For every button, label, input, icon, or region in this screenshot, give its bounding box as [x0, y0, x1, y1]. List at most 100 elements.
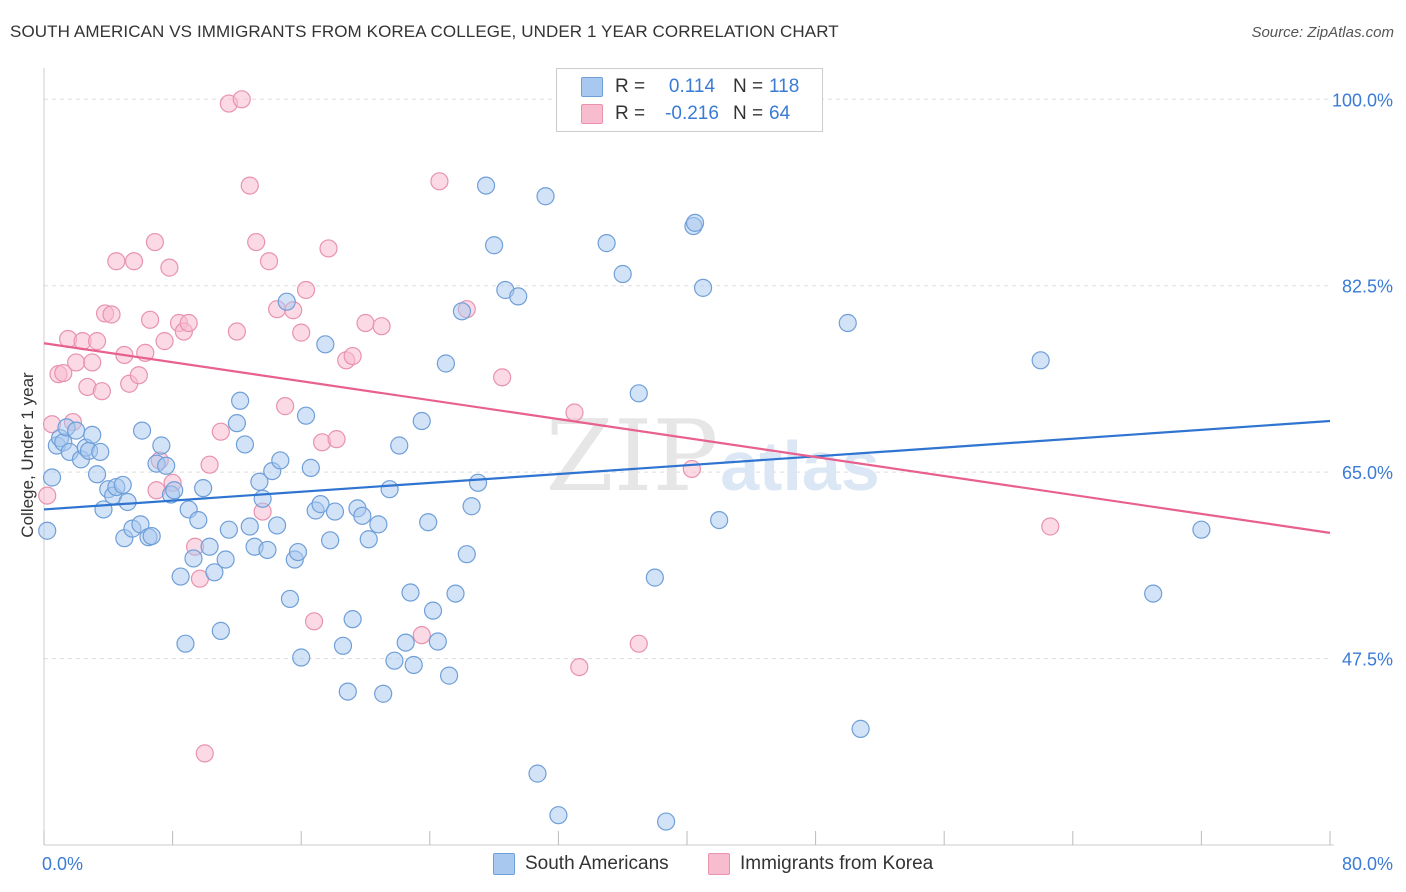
korea-point: [247, 232, 266, 252]
south-american-point: [457, 545, 476, 564]
south-american-point: [194, 479, 213, 498]
south-american-point: [343, 610, 362, 629]
south-american-point: [390, 436, 409, 455]
south-american-point: [38, 521, 57, 540]
korea-point: [129, 366, 148, 385]
x-tick-label: 80.0%: [1342, 854, 1393, 874]
korea-point: [327, 430, 346, 449]
south-american-point: [452, 302, 472, 321]
korea-point: [160, 258, 179, 277]
korea-point: [155, 332, 174, 351]
south-american-point: [412, 411, 431, 431]
south-american-point: [171, 567, 190, 586]
legend-swatch-blue: [581, 77, 603, 97]
korea-point: [276, 397, 295, 416]
korea-point: [179, 313, 198, 333]
south-american-point: [385, 651, 404, 670]
south-american-point: [359, 530, 378, 549]
south-american-point: [271, 451, 290, 470]
south-american-point: [645, 568, 664, 587]
legend-r-value: 0.114: [668, 76, 716, 97]
south-american-point: [219, 520, 238, 539]
south-american-point: [333, 636, 353, 655]
south-american-point: [353, 506, 372, 525]
y-tick-label: 100.0%: [1332, 90, 1393, 110]
korea-point: [92, 382, 111, 401]
korea-point: [570, 657, 589, 677]
korea-point: [343, 346, 362, 366]
watermark-atlas: atlas: [720, 427, 880, 505]
south-american-point: [216, 550, 235, 569]
south-american-point: [258, 540, 277, 560]
south-american-point: [693, 278, 713, 297]
south-american-point: [227, 414, 246, 433]
bottom-legend-south-american: South Americans: [493, 851, 669, 877]
legend-r-label: R =: [615, 103, 646, 124]
south-american-point: [142, 526, 161, 546]
korea-point: [292, 323, 311, 342]
south-american-point: [396, 633, 415, 652]
south-american-point: [131, 515, 150, 534]
south-american-point: [267, 516, 287, 535]
south-american-point: [205, 563, 224, 582]
south-american-point: [253, 489, 272, 508]
y-tick-label: 47.5%: [1342, 650, 1393, 670]
korea-point: [124, 252, 144, 271]
bottom-legend-korea: Immigrants from Korea: [708, 851, 933, 877]
axes: [43, 68, 1334, 846]
south-american-point: [288, 542, 308, 562]
korea-point: [304, 612, 324, 631]
south-american-point: [211, 621, 230, 640]
korea-point: [102, 305, 121, 324]
korea-point: [356, 313, 375, 333]
south-american-point: [528, 764, 547, 783]
south-american-point: [476, 176, 496, 195]
south-american-point: [301, 458, 320, 477]
korea-point: [296, 280, 316, 300]
south-american-point: [67, 421, 86, 440]
korea-point: [83, 353, 102, 372]
south-american-point: [240, 517, 259, 536]
south-american-point: [468, 473, 488, 492]
korea-point: [67, 353, 86, 372]
legend-r-label: R =: [615, 76, 646, 97]
south-american-point: [419, 513, 438, 532]
south-american-point: [1031, 351, 1050, 370]
south-american-point: [165, 481, 184, 500]
korea-trend-line: [43, 342, 1331, 534]
korea-point: [682, 459, 701, 479]
korea-point: [372, 317, 391, 336]
legend-row-korea: R = -0.216 N = 64: [581, 102, 809, 126]
y-tick-label: 82.5%: [1342, 277, 1393, 297]
korea-point: [430, 172, 449, 191]
south-american-point: [118, 492, 137, 512]
south-american-point: [184, 549, 203, 568]
south-american-point: [235, 435, 255, 454]
south-american-point: [710, 510, 729, 530]
south-american-point: [462, 497, 481, 516]
y-axis-label: College, Under 1 year: [18, 372, 37, 538]
south-american-point: [428, 632, 447, 651]
south-american-point: [277, 292, 296, 311]
south-american-point: [231, 391, 250, 410]
korea-point: [240, 176, 259, 195]
south-american-point: [439, 666, 459, 685]
legend-n-label: N =: [733, 76, 764, 97]
south-american-point: [685, 213, 705, 232]
korea-point: [211, 422, 230, 441]
south-american-point: [657, 812, 676, 831]
korea-point: [195, 744, 214, 763]
korea-point: [145, 232, 165, 252]
korea-point: [319, 239, 338, 258]
series-south-american-points: [38, 176, 1211, 831]
south-american-point: [91, 442, 110, 462]
gridlines: [44, 98, 1330, 660]
south-american-point: [509, 287, 528, 306]
south-american-point: [1192, 520, 1211, 539]
korea-point: [38, 486, 57, 505]
south-american-point: [87, 465, 107, 484]
legend-n-value: 64: [769, 103, 791, 124]
legend-n-value: 118: [769, 76, 800, 97]
south-american-point: [113, 475, 132, 495]
south-american-point: [597, 234, 616, 253]
